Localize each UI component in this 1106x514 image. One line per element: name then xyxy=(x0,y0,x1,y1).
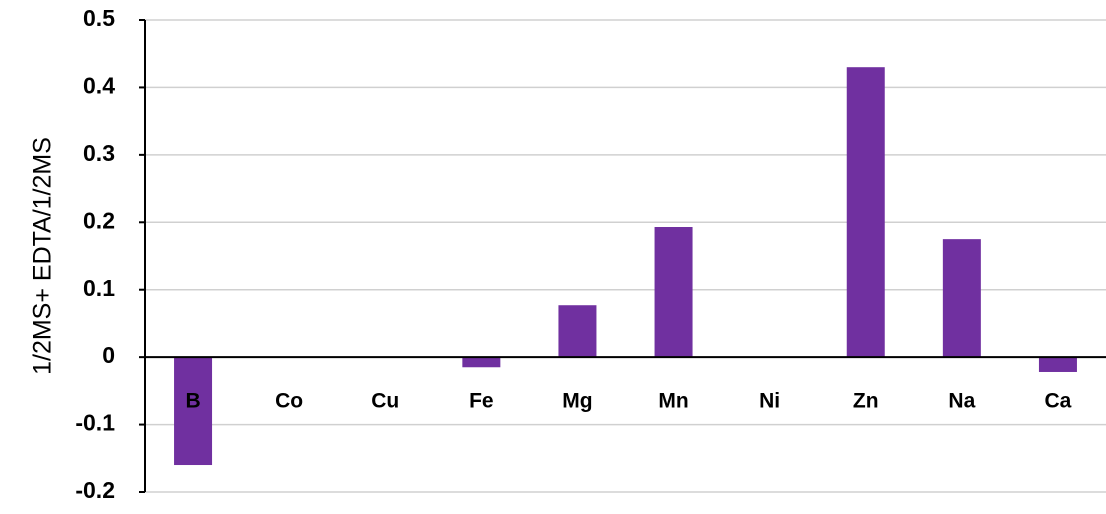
x-tick-label: Zn xyxy=(853,390,879,413)
bar xyxy=(654,227,693,358)
x-tick-label: Co xyxy=(275,390,303,413)
x-tick-label: Ni xyxy=(759,390,780,413)
y-tick-label: 0.2 xyxy=(83,207,115,233)
bar xyxy=(846,67,885,358)
y-tick-label: 0.4 xyxy=(83,73,115,99)
x-tick-label: Na xyxy=(948,390,975,413)
bar xyxy=(462,357,501,368)
x-tick-label: B xyxy=(185,390,200,413)
y-tick-label: -0.2 xyxy=(75,477,115,503)
x-tick-label: Mn xyxy=(658,390,688,413)
y-axis-label: 1/2MS+ EDTA/1/2MS xyxy=(29,137,57,375)
y-tick-label: 0.5 xyxy=(83,5,115,31)
bar xyxy=(558,305,597,358)
bar xyxy=(1038,357,1077,372)
x-tick-label: Mg xyxy=(562,390,592,413)
y-tick-label: 0 xyxy=(102,342,115,368)
bar xyxy=(942,239,981,358)
x-tick-label: Fe xyxy=(469,390,494,413)
y-tick-label: 0.3 xyxy=(83,140,115,166)
y-tick-label: -0.1 xyxy=(75,410,115,436)
x-tick-label: Ca xyxy=(1045,390,1072,413)
x-tick-label: Cu xyxy=(371,390,399,413)
bar xyxy=(174,357,213,466)
y-tick-label: 0.1 xyxy=(83,275,115,301)
